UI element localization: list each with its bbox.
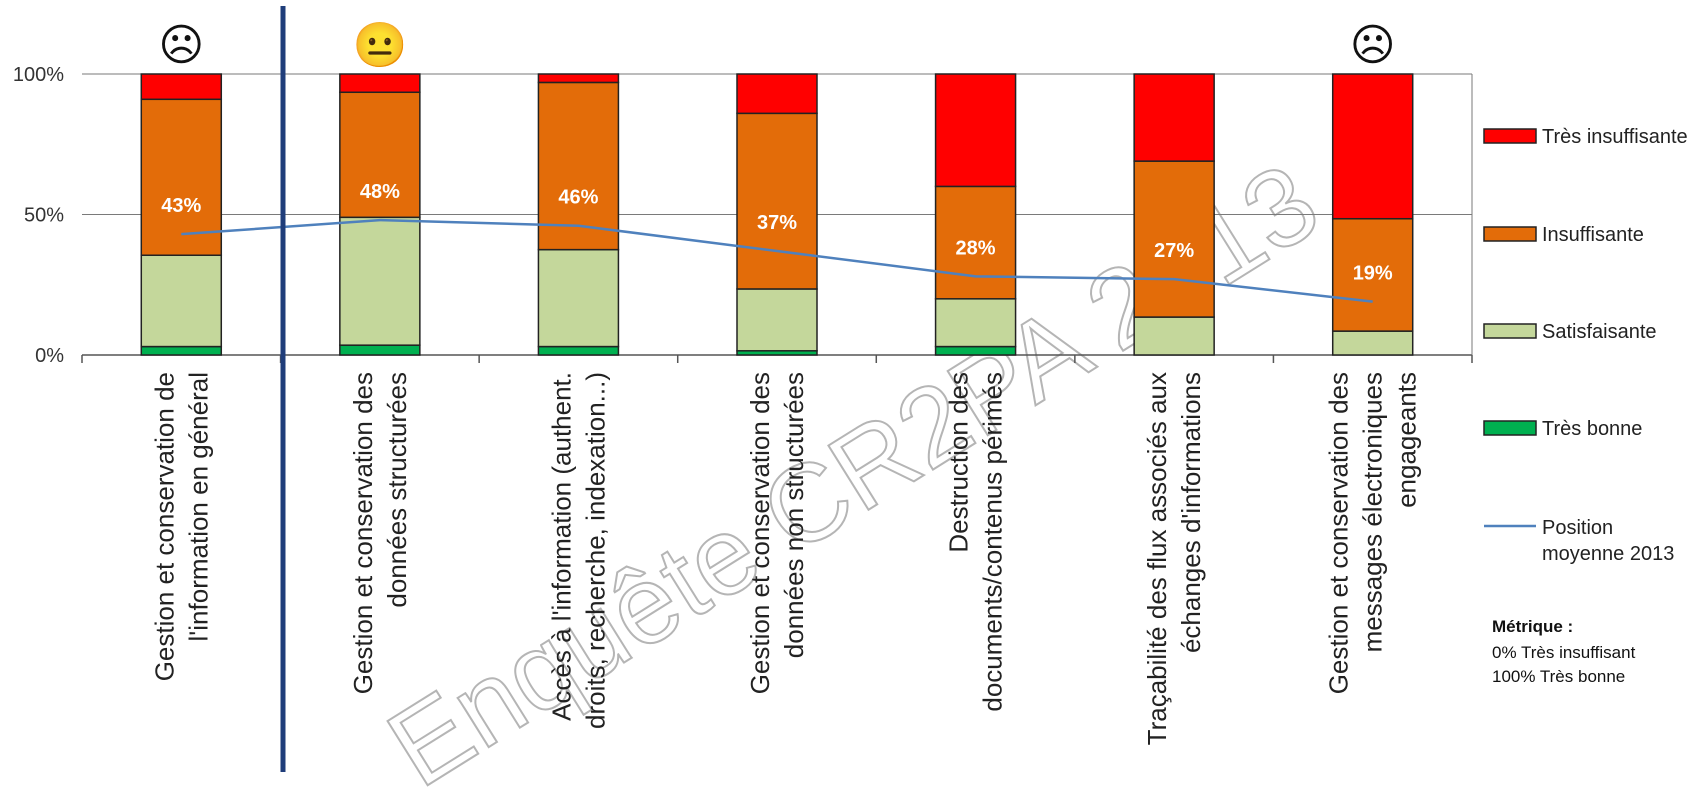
bar-segment: [339, 216, 421, 346]
legend-line-label: moyenne 2013: [1542, 543, 1674, 565]
legend: Très insuffisante Insuffisante Satisfaisan…: [1483, 126, 1688, 565]
data-label: 37%: [757, 212, 797, 234]
y-axis-ticks: 0% 50% 100%: [13, 64, 64, 367]
bar-segment: [140, 345, 223, 356]
category-label-line: Gestion et conservation des: [1324, 372, 1354, 694]
bar-segment: [339, 91, 421, 219]
category-label-line: Gestion et conservation des: [745, 372, 775, 694]
face-icon: ☹: [1350, 21, 1396, 70]
bar-segment: [934, 345, 1017, 356]
metric-note: Métrique : 0% Très insuffisant 100% Très…: [1492, 617, 1636, 686]
data-label: 19%: [1353, 263, 1393, 285]
category-label-line: Destruction des: [944, 372, 974, 553]
category-label: Traçabilité des flux associés aux échange…: [1142, 372, 1206, 745]
category-label-line: Accès à l'information (authent.: [546, 372, 576, 721]
y-tick-label: 50%: [24, 205, 64, 227]
average-line: [181, 218, 1373, 303]
data-label: 28%: [956, 237, 996, 259]
bar-segment: [934, 185, 1017, 300]
bar-segment: [537, 345, 620, 356]
x-axis-category-labels: Gestion et conservation de l'information …: [149, 372, 1421, 745]
category-label: Destruction des documents/contenus périmé…: [944, 372, 1008, 712]
category-label-line: données structurées: [382, 372, 412, 608]
legend-swatch: [1483, 226, 1537, 242]
legend-swatch: [1483, 323, 1537, 339]
category-label: Gestion et conservation des données non s…: [745, 372, 809, 694]
bar-segment: [537, 248, 620, 348]
legend-label: Insuffisante: [1542, 224, 1644, 246]
legend-swatch: [1483, 420, 1537, 436]
average-position-line: [181, 218, 1373, 303]
y-tick-label: 100%: [13, 64, 64, 86]
category-label-line: droits, recherche, indexation...): [580, 372, 610, 729]
category-label-line: Gestion et conservation des: [348, 372, 378, 694]
data-label: 43%: [161, 195, 201, 217]
bar-segment: [537, 81, 620, 251]
legend-swatch: [1483, 128, 1537, 144]
metric-line-1: 100% Très bonne: [1492, 667, 1625, 686]
legend-line-label: Position: [1542, 517, 1613, 539]
category-label-line: engageants: [1392, 372, 1422, 508]
bar-segment: [934, 298, 1017, 348]
legend-label: Très bonne: [1542, 418, 1642, 440]
category-label-line: Gestion et conservation de: [149, 372, 179, 681]
bar-segment: [736, 288, 818, 352]
data-labels: 43% 48% 46% 37% 28% 27% 19%: [161, 181, 1393, 284]
bar-segment: [1133, 73, 1215, 162]
bar-segment: [339, 73, 421, 94]
data-label: 27%: [1154, 240, 1194, 262]
face-icon: ☹: [158, 21, 204, 70]
bar-segment: [1331, 330, 1414, 356]
category-label-line: données non structurées: [779, 372, 809, 658]
bar-segment: [140, 98, 223, 256]
category-label-line: échanges d'informations: [1176, 372, 1206, 653]
bars: [140, 73, 1414, 356]
category-label: Gestion et conservation de l'information …: [149, 372, 213, 681]
bar-segment: [1133, 160, 1215, 318]
bar-segment: [339, 344, 421, 356]
category-label-line: documents/contenus périmés: [978, 372, 1008, 712]
category-label: Gestion et conservation des messages élec…: [1324, 372, 1422, 694]
legend-label: Satisfaisante: [1542, 321, 1657, 343]
bar-segment: [1133, 316, 1215, 356]
category-label-line: l'information en général: [183, 372, 213, 641]
data-label: 48%: [360, 181, 400, 203]
bar-segment: [736, 73, 818, 115]
category-label-line: messages électroniques: [1358, 372, 1388, 652]
bar-segment: [934, 73, 1017, 188]
smiley-faces: ☹ 😐 ☹: [158, 21, 1395, 70]
metric-title: Métrique :: [1492, 617, 1573, 636]
category-label-line: Traçabilité des flux associés aux: [1142, 372, 1172, 745]
metric-line-0: 0% Très insuffisant: [1492, 643, 1636, 662]
bar-segment: [140, 254, 223, 348]
y-tick-label: 0%: [35, 345, 64, 367]
data-label: 46%: [558, 187, 598, 209]
bar-segment: [736, 112, 818, 290]
category-label: Gestion et conservation des données struc…: [348, 372, 412, 694]
bar-segment: [537, 73, 620, 84]
bar-segment: [1331, 73, 1414, 220]
bar-segment: [140, 73, 223, 101]
legend-label: Très insuffisante: [1542, 126, 1688, 148]
bar-segment: [1331, 217, 1414, 332]
face-icon: 😐: [352, 21, 407, 70]
category-label: Accès à l'information (authent. droits, r…: [546, 372, 610, 729]
